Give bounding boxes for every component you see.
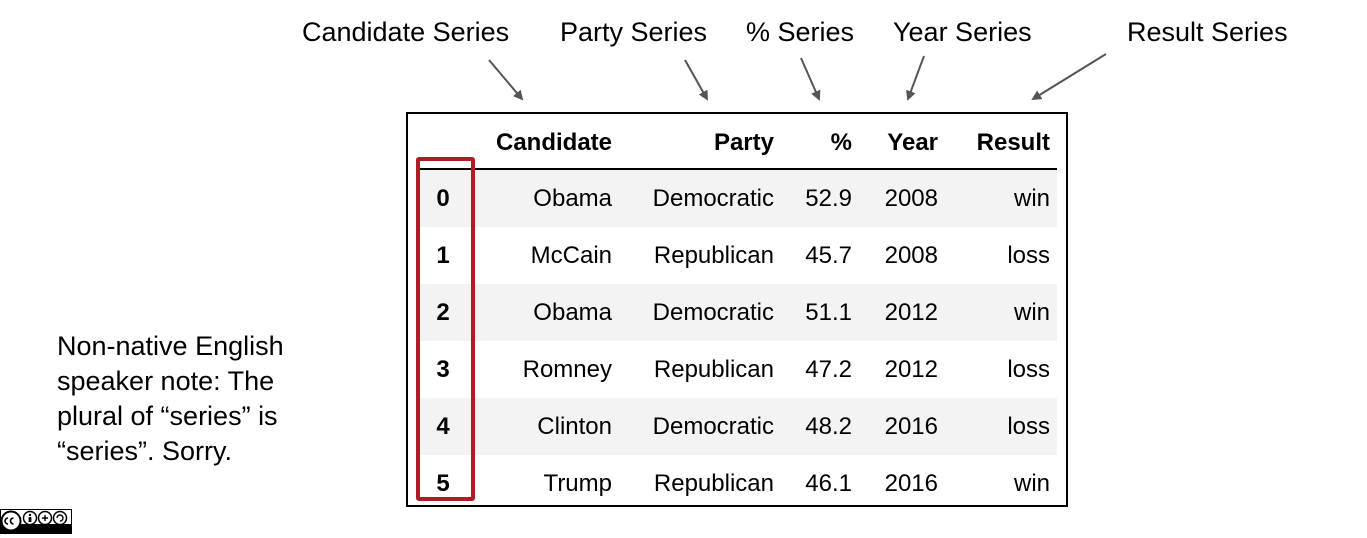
index-highlight-box: [416, 157, 475, 501]
cc-license-graphic: [0, 510, 71, 533]
candidate-cell: McCain: [530, 241, 612, 269]
index-header: [417, 118, 469, 170]
row-index: 3: [436, 355, 450, 383]
percent-cell: 46.1: [805, 469, 852, 497]
result-cell: loss: [1007, 241, 1050, 269]
candidate-cell: Obama: [469, 284, 619, 341]
percent-cell: 48.2: [781, 398, 859, 455]
party-cell: Republican: [653, 469, 774, 497]
result-cell: loss: [1007, 355, 1050, 383]
cc-by-nc-sa-icon: [0, 509, 72, 534]
year-cell: 2016: [859, 398, 945, 455]
column-header-result: Result: [945, 118, 1057, 170]
table-row: 3 Romney Republican 47.2 2012 loss: [417, 341, 1057, 398]
table-header-row: Candidate Party % Year Result: [417, 118, 1057, 170]
candidate-arrow: [488, 59, 524, 101]
year-cell: 2012: [884, 355, 938, 383]
result-cell: win: [945, 169, 1057, 227]
row-index: 2: [417, 284, 469, 341]
year-series-label: Year Series: [893, 17, 1032, 47]
result-cell: win: [1013, 469, 1050, 497]
table-row: 5 Trump Republican 46.1 2016 win: [417, 455, 1057, 512]
result-cell: loss: [945, 398, 1057, 455]
year-cell: 2016: [884, 469, 938, 497]
year-cell: 2012: [859, 284, 945, 341]
candidate-series-label: Candidate Series: [302, 17, 510, 47]
column-header-year: Year: [859, 118, 945, 170]
table-row: 4 Clinton Democratic 48.2 2016 loss: [417, 398, 1057, 455]
speaker-note: Non-native English speaker note: The plu…: [57, 329, 317, 469]
row-index: 1: [436, 241, 450, 269]
candidate-cell: Obama: [469, 169, 619, 227]
result-arrow: [1031, 53, 1107, 101]
speaker-note-line: Non-native English: [57, 331, 284, 361]
candidate-cell: Clinton: [469, 398, 619, 455]
party-cell: Republican: [653, 241, 774, 269]
column-header-party: Party: [619, 118, 781, 170]
year-arrow: [906, 55, 925, 101]
speaker-note-line: plural of “series” is: [57, 401, 278, 431]
row-index: 5: [436, 469, 450, 497]
table-row: 0 Obama Democratic 52.9 2008 win: [417, 169, 1057, 227]
party-cell: Republican: [653, 355, 774, 383]
dataframe-table: Candidate Party % Year Result 0 Obama De…: [417, 118, 1057, 512]
dataframe-table-frame: Candidate Party % Year Result 0 Obama De…: [406, 112, 1068, 507]
percent-cell: 51.1: [781, 284, 859, 341]
result-cell: win: [945, 284, 1057, 341]
party-cell: Democratic: [619, 169, 781, 227]
row-index: 0: [417, 169, 469, 227]
column-header-percent: %: [781, 118, 859, 170]
year-cell: 2008: [859, 169, 945, 227]
percent-cell: 47.2: [805, 355, 852, 383]
percent-series-label: % Series: [746, 17, 855, 47]
percent-arrow: [800, 57, 821, 101]
row-index: 4: [417, 398, 469, 455]
party-cell: Democratic: [619, 284, 781, 341]
speaker-note-line: “series”. Sorry.: [57, 436, 233, 466]
party-cell: Democratic: [619, 398, 781, 455]
percent-cell: 45.7: [805, 241, 852, 269]
table-row: 1 McCain Republican 45.7 2008 loss: [417, 227, 1057, 284]
column-header-candidate: Candidate: [469, 118, 619, 170]
candidate-cell: Trump: [543, 469, 612, 497]
candidate-cell: Romney: [522, 355, 612, 383]
party-series-label: Party Series: [560, 17, 708, 47]
result-series-label: Result Series: [1127, 17, 1288, 47]
year-cell: 2008: [884, 241, 938, 269]
percent-cell: 52.9: [781, 169, 859, 227]
table-row: 2 Obama Democratic 51.1 2012 win: [417, 284, 1057, 341]
speaker-note-line: speaker note: The: [57, 366, 275, 396]
party-arrow: [684, 59, 708, 101]
